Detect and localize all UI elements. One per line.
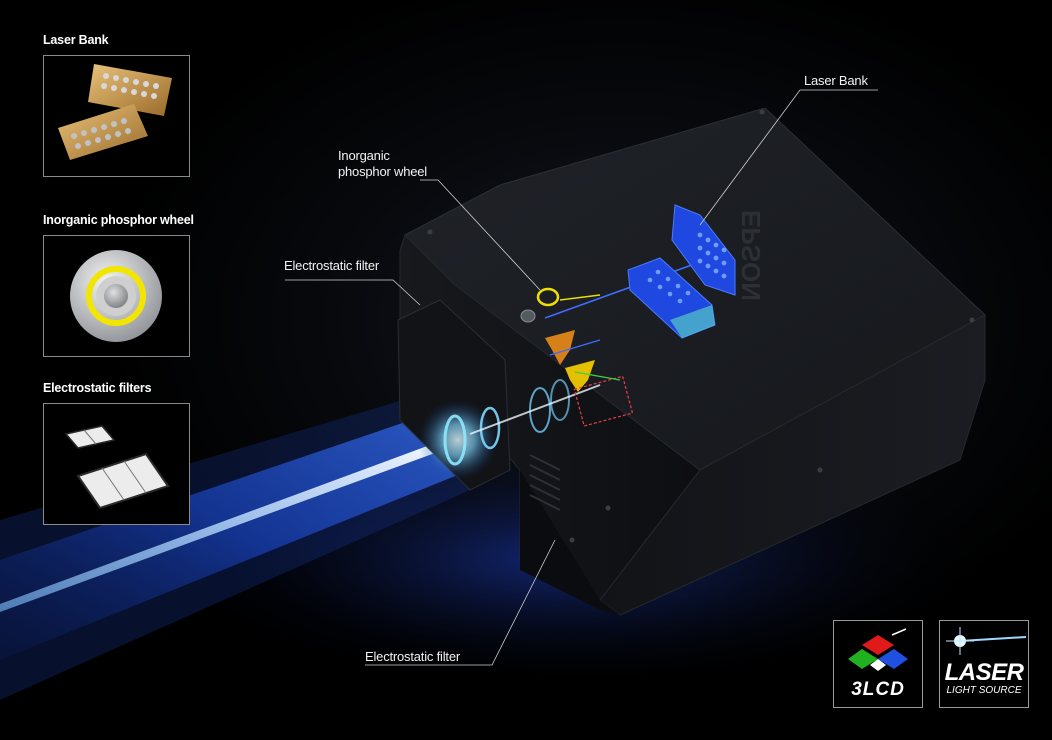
laser-title: LASER xyxy=(944,659,1024,686)
front-vents xyxy=(529,454,561,511)
callout-filter-bottom: Electrostatic filter xyxy=(365,649,460,664)
inset-laser-bank xyxy=(43,55,190,177)
phosphor-wheel-photo xyxy=(70,250,162,342)
laser-subtitle: LIGHT SOURCE xyxy=(946,685,1022,696)
inset-electrostatic-filters xyxy=(43,403,190,525)
leader-phosphor xyxy=(420,179,541,291)
lens-element xyxy=(479,406,501,450)
projector-brand: EPSON xyxy=(736,210,766,301)
inset-title-laser-bank: Laser Bank xyxy=(43,33,109,47)
lens-element xyxy=(529,387,551,433)
callout-phosphor-line1: Inorganic xyxy=(338,148,390,163)
3lcd-text: 3LCD xyxy=(851,679,905,700)
lens-element xyxy=(550,379,570,421)
callout-leaders xyxy=(285,89,878,666)
light-path-green xyxy=(574,371,621,381)
inset-title-filters: Electrostatic filters xyxy=(43,381,152,395)
inset-title-phosphor-wheel: Inorganic phosphor wheel xyxy=(43,213,194,227)
phosphor-wheel-hub xyxy=(520,309,536,323)
laser-beam-glow xyxy=(0,400,470,660)
laser-beam-glow-soft xyxy=(0,380,470,700)
callout-laser-bank: Laser Bank xyxy=(804,73,868,88)
laser-flare-icon xyxy=(946,627,1027,655)
dichroic-orange xyxy=(545,330,575,365)
leader-laser-bank xyxy=(699,89,878,226)
callout-phosphor-line2: phosphor wheel xyxy=(338,164,427,179)
optical-path xyxy=(469,384,601,435)
inset-phosphor-wheel xyxy=(43,235,190,357)
lens-element xyxy=(443,414,467,466)
laser-bank-photo xyxy=(58,64,172,160)
phosphor-wheel-part xyxy=(536,287,560,307)
dichroic-yellow xyxy=(565,360,595,392)
lens-glow xyxy=(418,400,498,480)
laser-bank-module-2 xyxy=(627,257,716,339)
laser-bank-module-1 xyxy=(671,204,736,296)
laser-beam-core xyxy=(0,432,465,612)
leader-filter-top xyxy=(285,279,421,306)
logo-3lcd: 3LCD xyxy=(833,620,923,708)
projector-base xyxy=(520,470,620,615)
electrostatic-filters-photo xyxy=(64,425,170,510)
callout-filter-top: Electrostatic filter xyxy=(284,258,379,273)
leader-filter-bottom xyxy=(365,539,556,666)
lcd-panel xyxy=(573,375,634,427)
logo-laser-light-source: LASER LIGHT SOURCE xyxy=(939,620,1029,708)
light-path-blue-2 xyxy=(549,339,601,356)
body-screws xyxy=(427,109,975,543)
light-path-yellow xyxy=(559,294,601,301)
3lcd-mark xyxy=(848,628,908,671)
